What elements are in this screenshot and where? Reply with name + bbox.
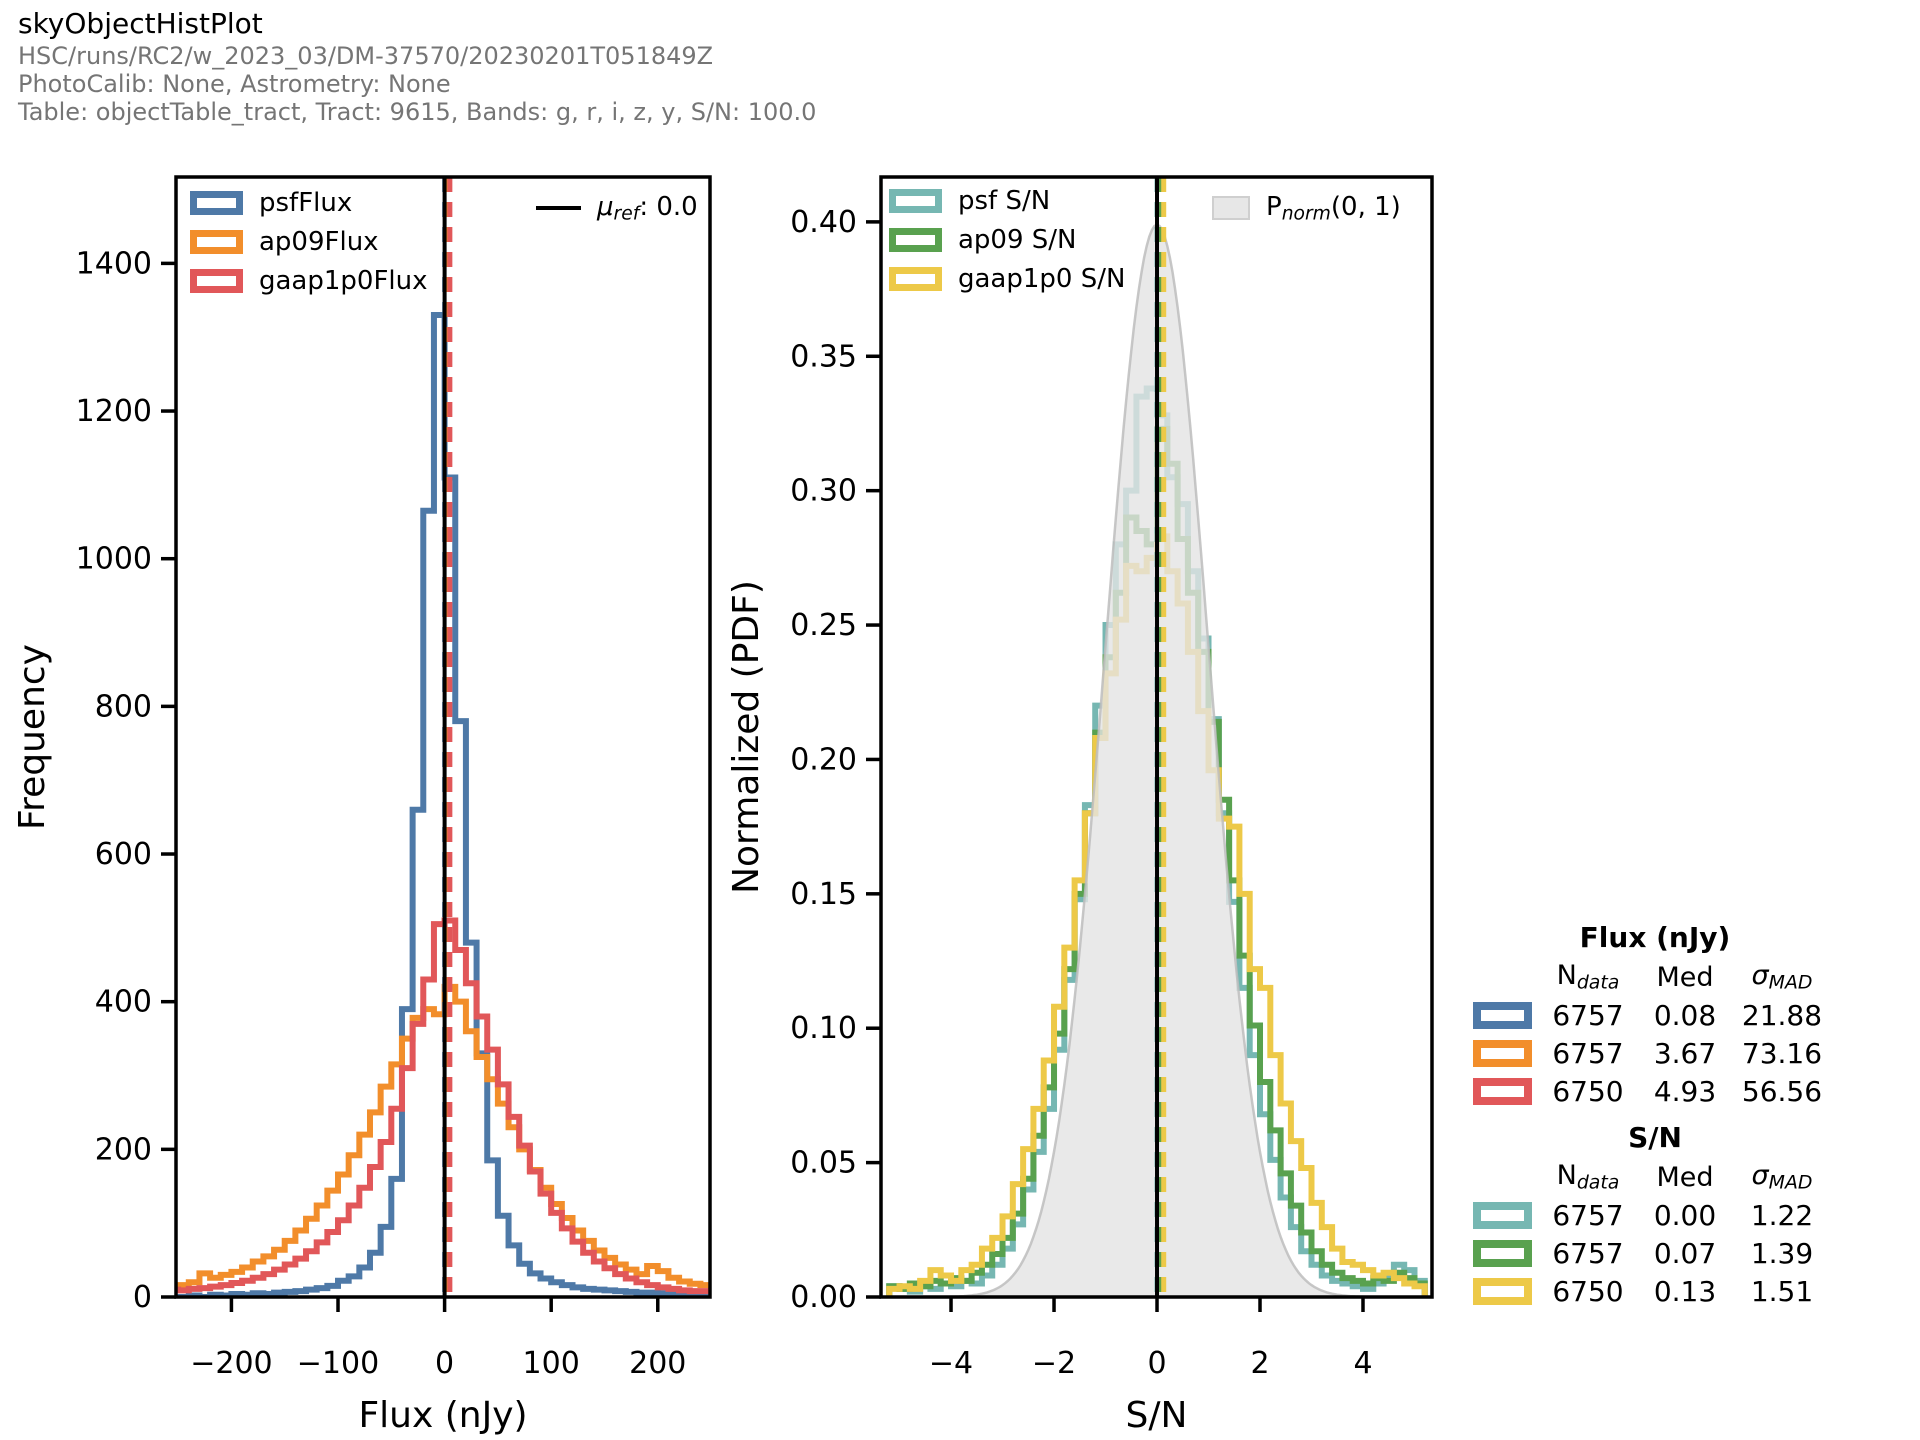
legend-label: psfFlux xyxy=(259,188,353,218)
col-ndata: Ndata xyxy=(1556,1160,1620,1194)
sn-legend: psf S/N ap09 S/N gaap1p0 S/N xyxy=(889,186,1126,306)
y-tick-label: 1400 xyxy=(76,246,152,281)
legend-item-gaap1p0-sn: gaap1p0 S/N xyxy=(889,264,1126,294)
gaap1p0flux-swatch xyxy=(1473,1077,1532,1105)
legend-label: μref: 0.0 xyxy=(597,191,698,225)
y-tick-label: 0.05 xyxy=(790,1146,857,1181)
gaap1p0-sn-swatch xyxy=(1473,1277,1532,1305)
x-tick-label: −200 xyxy=(190,1346,272,1381)
table-row: 6757 0.07 1.39 xyxy=(1455,1234,1855,1272)
y-tick-label: 0.20 xyxy=(790,742,857,777)
legend-label: gaap1p0 S/N xyxy=(958,264,1126,294)
y-tick-label: 200 xyxy=(95,1132,152,1167)
legend-label: ap09 S/N xyxy=(958,225,1077,255)
table-row: 6757 0.08 21.88 xyxy=(1455,996,1855,1034)
gaap1p0flux-swatch xyxy=(190,269,243,293)
table-info: Table: objectTable_tract, Tract: 9615, B… xyxy=(18,98,817,126)
legend-item-psfflux: psfFlux xyxy=(190,188,428,218)
ap09flux-swatch xyxy=(1473,1039,1532,1067)
gaap1p0-sn-swatch xyxy=(889,267,942,291)
legend-label: Pnorm(0, 1) xyxy=(1266,191,1401,225)
y-tick-label: 0.00 xyxy=(790,1280,857,1315)
calibration-info: PhotoCalib: None, Astrometry: None xyxy=(18,70,451,98)
y-tick-label: 0.10 xyxy=(790,1011,857,1046)
x-tick-label: 0 xyxy=(435,1346,454,1381)
psf-sn-swatch xyxy=(1473,1201,1532,1229)
legend-item-mu-ref: μref: 0.0 xyxy=(536,192,698,224)
legend-item-gaap1p0flux: gaap1p0Flux xyxy=(190,266,428,296)
ap09-sn-swatch xyxy=(889,228,942,252)
x-tick-label: −100 xyxy=(297,1346,379,1381)
y-axis-label: Normalized (PDF) xyxy=(726,580,767,894)
flux-legend: psfFlux ap09Flux gaap1p0Flux xyxy=(190,188,428,308)
legend-item-ap09flux: ap09Flux xyxy=(190,227,428,257)
ap09flux-swatch xyxy=(190,230,243,254)
flux-stats-title: Flux (nJy) xyxy=(1579,921,1731,954)
col-sigma-mad: σMAD xyxy=(1751,1160,1813,1194)
table-row: 6750 0.13 1.51 xyxy=(1455,1272,1855,1310)
y-tick-label: 0.40 xyxy=(790,205,857,240)
x-tick-label: −4 xyxy=(929,1346,973,1381)
table-row: 6757 3.67 73.16 xyxy=(1455,1034,1855,1072)
x-tick-label: 4 xyxy=(1353,1346,1372,1381)
table-row: 6757 0.00 1.22 xyxy=(1455,1196,1855,1234)
x-tick-label: 200 xyxy=(629,1346,686,1381)
sn-stats-table: S/N Ndata Med σMAD 6757 0.00 1.22 6757 0… xyxy=(1455,1121,1855,1310)
x-axis-label: Flux (nJy) xyxy=(358,1395,527,1436)
y-tick-label: 400 xyxy=(95,985,152,1020)
flux-stats-header: Ndata Med σMAD xyxy=(1455,958,1855,996)
legend-item-ap09-sn: ap09 S/N xyxy=(889,225,1125,255)
legend-label: ap09Flux xyxy=(259,227,379,257)
y-tick-label: 0 xyxy=(133,1280,152,1315)
psfflux-swatch xyxy=(190,191,243,215)
col-sigma-mad: σMAD xyxy=(1751,960,1813,994)
sn-stats-header: Ndata Med σMAD xyxy=(1455,1158,1855,1196)
mu-ref-legend: μref: 0.0 xyxy=(536,192,698,235)
mu-ref-line-swatch xyxy=(536,206,581,210)
x-tick-label: 0 xyxy=(1147,1346,1166,1381)
pnorm-legend: Pnorm(0, 1) xyxy=(1212,192,1401,235)
table-row: 6750 4.93 56.56 xyxy=(1455,1072,1855,1110)
y-tick-label: 1000 xyxy=(76,542,152,577)
col-med: Med xyxy=(1656,1161,1714,1193)
sn-stats-title: S/N xyxy=(1628,1121,1682,1154)
plot-area xyxy=(176,177,710,1297)
legend-item-psf-sn: psf S/N xyxy=(889,186,1125,216)
plot-title: skyObjectHistPlot xyxy=(18,7,263,40)
x-axis-label: S/N xyxy=(1126,1395,1188,1436)
y-tick-label: 0.30 xyxy=(790,474,857,509)
figure-header: skyObjectHistPlot HSC/runs/RC2/w_2023_03… xyxy=(18,6,816,126)
legend-item-pnorm: Pnorm(0, 1) xyxy=(1212,192,1401,224)
y-tick-label: 600 xyxy=(95,837,152,872)
y-axis-label: Frequency xyxy=(12,644,53,830)
y-tick-label: 800 xyxy=(95,689,152,724)
y-tick-label: 0.35 xyxy=(790,339,857,374)
plot-area xyxy=(886,177,1428,1297)
y-tick-label: 1200 xyxy=(76,394,152,429)
flux-stats-table: Flux (nJy) Ndata Med σMAD 6757 0.08 21.8… xyxy=(1455,921,1855,1110)
legend-label: gaap1p0Flux xyxy=(259,266,428,296)
legend-label: psf S/N xyxy=(958,186,1051,216)
col-med: Med xyxy=(1656,961,1714,993)
y-tick-label: 0.25 xyxy=(790,608,857,643)
pnorm-patch-swatch xyxy=(1212,196,1250,220)
run-collection: HSC/runs/RC2/w_2023_03/DM-37570/20230201… xyxy=(18,42,714,70)
col-ndata: Ndata xyxy=(1556,960,1620,994)
psf-sn-swatch xyxy=(889,189,942,213)
x-tick-label: 2 xyxy=(1250,1346,1269,1381)
y-tick-label: 0.15 xyxy=(790,877,857,912)
x-tick-label: −2 xyxy=(1032,1346,1076,1381)
psfflux-swatch xyxy=(1473,1001,1532,1029)
ap09-sn-swatch xyxy=(1473,1239,1532,1267)
x-tick-label: 100 xyxy=(523,1346,580,1381)
